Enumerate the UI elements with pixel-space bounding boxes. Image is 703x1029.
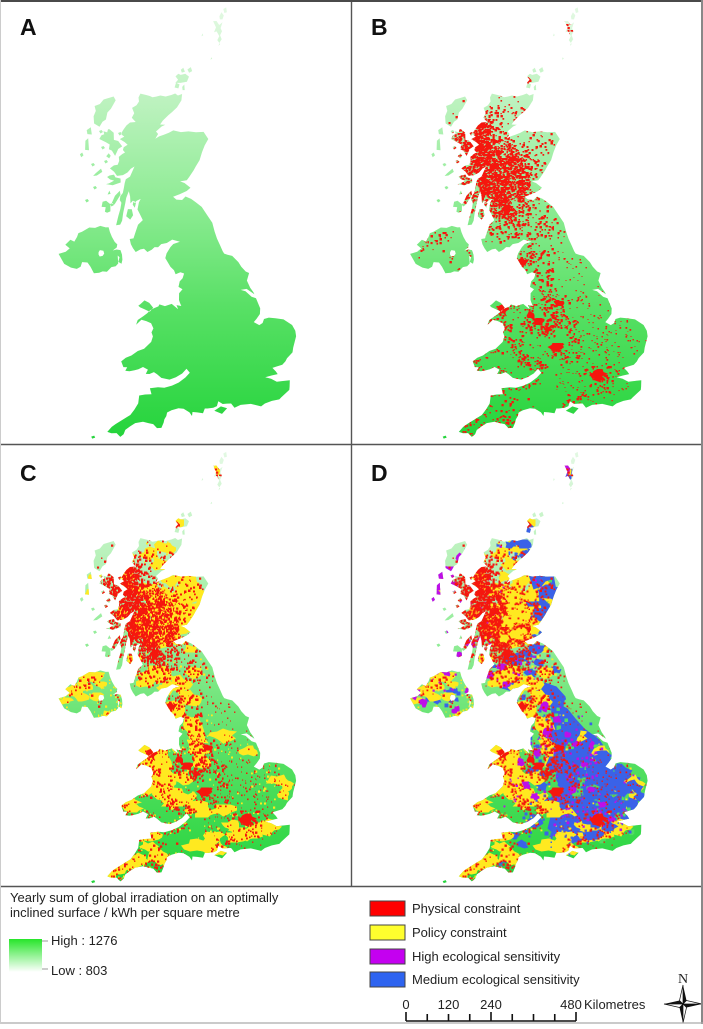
svg-text:0: 0 [402, 997, 409, 1012]
svg-text:B: B [371, 14, 388, 40]
svg-text:High ecological sensitivity: High ecological sensitivity [412, 949, 561, 964]
svg-text:Physical constraint: Physical constraint [412, 901, 521, 916]
svg-text:A: A [20, 14, 37, 40]
svg-text:N: N [678, 972, 688, 987]
svg-text:Yearly sum of global irradiati: Yearly sum of global irradiation on an o… [10, 890, 279, 905]
svg-text:inclined surface / kWh per squ: inclined surface / kWh per square metre [10, 905, 240, 920]
svg-text:240: 240 [480, 997, 502, 1012]
svg-text:High : 1276: High : 1276 [51, 933, 118, 948]
svg-text:C: C [20, 460, 37, 486]
svg-text:480: 480 [560, 997, 582, 1012]
svg-text:Low : 803: Low : 803 [51, 963, 107, 978]
svg-text:Kilometres: Kilometres [584, 997, 646, 1012]
svg-text:120: 120 [438, 997, 460, 1012]
svg-text:Medium ecological sensitivity: Medium ecological sensitivity [412, 972, 580, 987]
svg-text:Policy constraint: Policy constraint [412, 925, 507, 940]
svg-text:D: D [371, 460, 388, 486]
